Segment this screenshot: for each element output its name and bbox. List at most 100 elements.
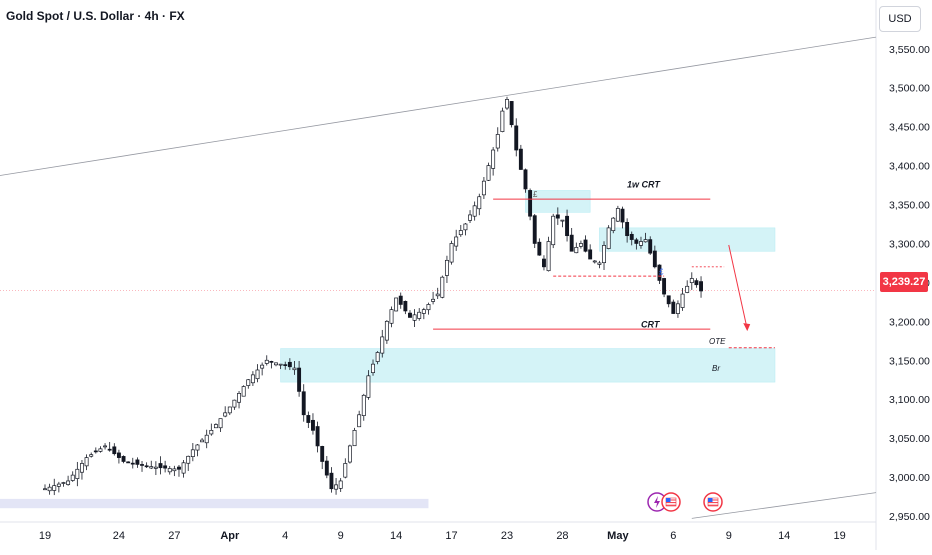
candle-body (130, 462, 135, 465)
x-tick-label: 9 (726, 530, 732, 542)
candle-body (149, 466, 154, 469)
candle-body (186, 455, 191, 464)
candle-body (435, 293, 440, 297)
label-ote: OTE (709, 337, 726, 346)
candle-body (389, 309, 394, 324)
candle-body (675, 303, 680, 314)
x-tick-label: 23 (501, 530, 513, 542)
candle-body (463, 223, 468, 231)
candle-body (689, 278, 694, 284)
candle-body (518, 148, 523, 170)
x-tick-label: 17 (445, 530, 457, 542)
zone-rect (599, 227, 776, 252)
candle-body (454, 236, 459, 247)
candle-body (542, 258, 546, 268)
y-tick-label: 3,200.00 (889, 316, 930, 328)
candle-body (287, 361, 292, 368)
candle-body (514, 125, 519, 151)
candle-body (468, 214, 472, 221)
candle-body (209, 429, 214, 435)
trendline (691, 492, 877, 519)
candle-body (232, 399, 237, 408)
currency-button[interactable]: USD (879, 6, 921, 32)
candle-body (320, 446, 325, 462)
label-flag-upper: £ (533, 190, 538, 199)
candle-body (246, 379, 251, 386)
zone-rect (280, 348, 776, 383)
y-tick-label: 2,950.00 (889, 511, 930, 523)
candle-body (532, 215, 537, 244)
candle-body (509, 101, 514, 126)
candle-body (52, 485, 57, 491)
candle-body (444, 259, 449, 276)
y-tick-label: 3,350.00 (889, 200, 930, 212)
candle-body (311, 419, 315, 431)
candle-body (477, 196, 482, 210)
candle-body (578, 243, 583, 247)
candle-body (195, 444, 200, 451)
candle-body (200, 439, 205, 443)
candle-body (565, 215, 570, 237)
candle-body (606, 227, 611, 249)
candle-body (301, 391, 306, 416)
y-tick-label: 3,100.00 (889, 394, 930, 406)
candle-body (80, 463, 84, 473)
candle-body (699, 281, 703, 292)
candle-body (56, 483, 61, 487)
candle-body (260, 364, 265, 369)
candle-body (440, 276, 445, 298)
y-tick-label: 3,300.00 (889, 238, 930, 250)
candle-body (569, 234, 574, 252)
x-tick-label: 27 (168, 530, 180, 542)
candle-body (648, 239, 653, 254)
candle-body (685, 285, 690, 293)
candle-body (237, 393, 241, 403)
candle-body (403, 300, 408, 312)
candle-body (546, 241, 551, 272)
candle-body (505, 99, 509, 109)
candle-body (250, 374, 255, 384)
candle-body (255, 369, 260, 380)
label-1w-crt: 1w CRT (627, 179, 661, 189)
candle-body (666, 295, 671, 305)
x-tick-label: 28 (556, 530, 568, 542)
label-br: Br (712, 364, 720, 373)
candle-body (93, 450, 98, 453)
y-tick-label: 3,550.00 (889, 44, 930, 56)
candle-body (126, 461, 131, 464)
candle-body (449, 243, 454, 263)
candle-body (269, 361, 274, 363)
candle-body (417, 311, 422, 319)
candle-body (329, 472, 334, 490)
candle-body (334, 484, 339, 490)
candle-body (144, 465, 149, 468)
candle-body (528, 190, 533, 217)
candle-body (140, 464, 144, 466)
candle-body (421, 309, 426, 314)
candle-body (98, 448, 103, 452)
candle-body (551, 215, 556, 246)
projection-arrow (728, 244, 748, 330)
candle-body (537, 241, 542, 256)
candle-body (204, 434, 209, 444)
candle-body (412, 314, 417, 321)
x-tick-label: 4 (282, 530, 288, 542)
candle-body (292, 367, 297, 371)
y-tick-label: 3,150.00 (889, 355, 930, 367)
label-crt: CRT (641, 319, 661, 329)
candle-body (574, 247, 579, 254)
candle-body (283, 364, 288, 366)
candle-body (177, 466, 181, 470)
candle-body (394, 297, 399, 312)
y-tick-label: 3,050.00 (889, 433, 930, 445)
candle-body (135, 459, 140, 465)
y-tick-label: 3,500.00 (889, 83, 930, 95)
x-tick-label: 19 (39, 530, 51, 542)
candle-body (602, 245, 606, 264)
candle-body (560, 219, 565, 222)
candle-body (297, 367, 302, 392)
candle-body (61, 482, 66, 484)
candle-body (75, 468, 80, 479)
